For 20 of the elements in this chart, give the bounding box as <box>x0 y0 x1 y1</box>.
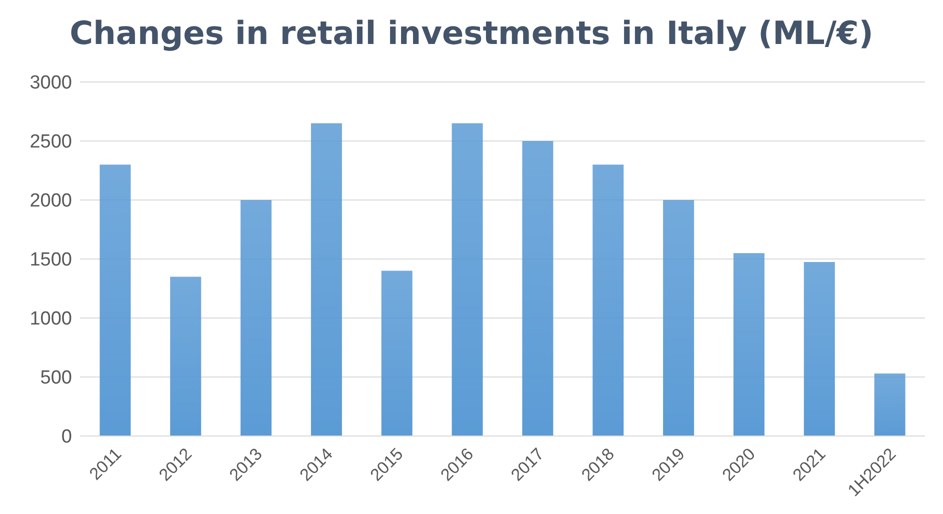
y-tick-label: 0 <box>61 426 72 448</box>
y-tick-label: 1500 <box>30 250 72 271</box>
y-tick-label: 2500 <box>30 132 72 153</box>
y-tick-label: 1000 <box>30 308 72 330</box>
y-tick-label: 2000 <box>30 190 72 212</box>
bar <box>310 123 342 436</box>
bar <box>804 262 835 436</box>
bar <box>240 200 272 436</box>
bar <box>170 276 202 436</box>
bar <box>663 200 694 436</box>
bar <box>100 164 131 436</box>
bar <box>452 123 483 436</box>
bar <box>522 141 554 436</box>
y-tick-label: 3000 <box>30 72 72 94</box>
bar <box>381 270 412 436</box>
bar <box>733 253 764 436</box>
y-tick-label: 500 <box>40 368 72 389</box>
bar <box>874 373 906 436</box>
chart-title: Changes in retail investments in Italy (ML/€) <box>68 13 874 54</box>
bar <box>592 164 624 436</box>
